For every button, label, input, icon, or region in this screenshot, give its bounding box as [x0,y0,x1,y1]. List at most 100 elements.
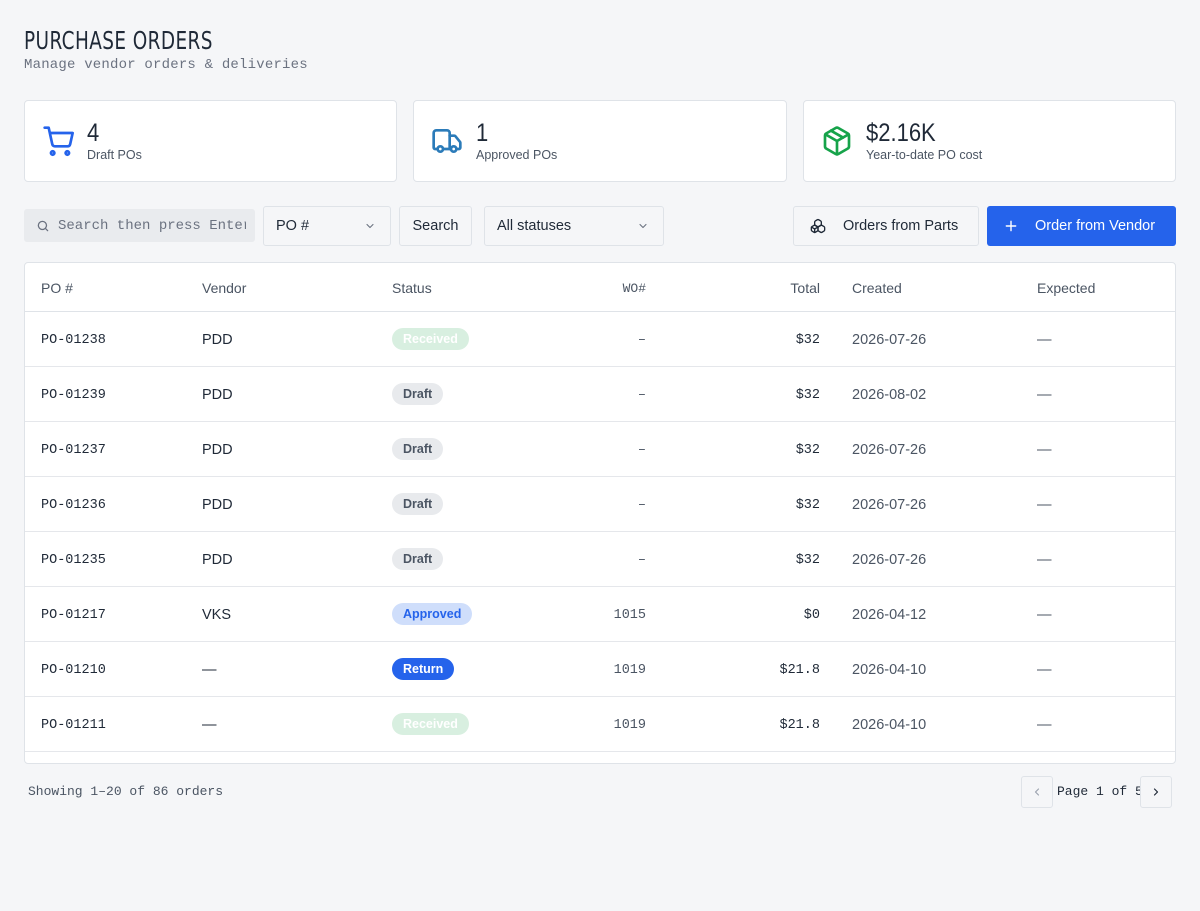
draft-label: Draft POs [87,147,142,162]
chevron-down-icon [364,220,376,232]
status-badge: Received [392,328,469,350]
vendor-name: PDD [202,552,233,568]
expected-date: — [1037,497,1052,513]
stat-card-ytd-cost: $2.16K Year-to-date PO cost [803,100,1176,182]
search-input[interactable] [58,217,246,234]
po-number[interactable]: PO-01217 [41,608,106,623]
vendor-name: — [202,662,217,678]
wo-number: – [637,443,646,458]
po-number[interactable]: PO-01235 [41,553,106,568]
expected-date: — [1037,662,1052,678]
vendor-name: PDD [202,387,233,403]
order-from-vendor-label: Order from Vendor [1035,218,1156,234]
search-icon [36,219,50,233]
chevron-right-icon [1150,786,1162,798]
column-header-vendor[interactable]: Vendor [202,280,247,296]
vendor-name: VKS [202,607,232,623]
table-row-partial [25,752,1175,763]
vendor-name: PDD [202,442,233,458]
created-date: 2026-04-10 [852,662,927,678]
po-number[interactable]: PO-01236 [41,498,106,513]
cart-icon [41,124,75,158]
orders-table: PO # Vendor Status WO# Total Created Exp… [24,262,1176,764]
next-page-button[interactable] [1140,776,1172,808]
status-badge: Draft [392,493,444,515]
column-header-expected[interactable]: Expected [1037,280,1096,296]
column-header-po[interactable]: PO # [41,280,73,296]
created-date: 2026-04-12 [852,607,927,623]
status-filter-select[interactable]: All statuses [484,206,664,246]
ytd-cost-label: Year-to-date PO cost [866,147,983,162]
status-filter-value: All statuses [497,218,572,234]
truck-icon [430,124,464,158]
approved-count: 1 [476,118,489,147]
table-row[interactable]: PO-01238 PDD Received – $32 2026-07-26 — [25,312,1175,367]
table-row[interactable]: PO-01237 PDD Draft – $32 2026-07-26 — [25,422,1175,477]
column-header-wo[interactable]: WO# [622,281,646,296]
ytd-cost-value: $2.16K [866,118,936,147]
page-subtitle: Manage vendor orders & deliveries [24,57,308,73]
status-badge: Draft [392,548,444,570]
status-badge: Received [392,713,469,735]
table-row[interactable]: PO-01211 — Received 1019 $21.8 2026-04-10 — [25,697,1175,752]
wo-number: 1019 [613,663,646,678]
wo-number: – [637,388,646,403]
po-number[interactable]: PO-01210 [41,663,106,678]
wo-number: 1015 [613,608,646,623]
created-date: 2026-07-26 [852,442,927,458]
created-date: 2026-04-10 [852,717,927,733]
search-field-select[interactable]: PO # [263,206,391,246]
package-icon [820,124,854,158]
table-header: PO # Vendor Status WO# Total Created Exp… [25,263,1175,312]
page-header: PURCHASE ORDERS Manage vendor orders & d… [24,26,308,73]
expected-date: — [1037,332,1052,348]
expected-date: — [1037,552,1052,568]
column-header-created[interactable]: Created [852,280,902,296]
wo-number: – [637,553,646,568]
chevron-left-icon [1031,786,1043,798]
prev-page-button[interactable] [1021,776,1053,808]
status-badge: Draft [392,383,444,405]
table-row[interactable]: PO-01239 PDD Draft – $32 2026-08-02 — [25,367,1175,422]
orders-from-parts-button[interactable]: Orders from Parts [793,206,979,246]
search-button[interactable]: Search [399,206,472,246]
vendor-name: PDD [202,497,233,513]
vendor-name: — [202,717,217,733]
order-from-vendor-button[interactable]: Order from Vendor [987,206,1176,246]
page-title: PURCHASE ORDERS [24,26,213,55]
created-date: 2026-08-02 [852,387,927,403]
stat-card-approved: 1 Approved POs [413,100,787,182]
po-number[interactable]: PO-01239 [41,388,106,403]
expected-date: — [1037,442,1052,458]
po-total: $32 [795,388,820,403]
wo-number: – [637,333,646,348]
wo-number: – [637,498,646,513]
po-number[interactable]: PO-01238 [41,333,106,348]
expected-date: — [1037,717,1052,733]
results-count: Showing 1–20 of 86 orders [28,784,224,799]
column-header-status[interactable]: Status [392,280,432,296]
parts-boxes-icon [810,218,826,234]
po-total: $21.8 [779,718,820,733]
wo-number: 1019 [613,718,646,733]
orders-from-parts-label: Orders from Parts [843,218,959,234]
table-row[interactable]: PO-01217 VKS Approved 1015 $0 2026-04-12 — [25,587,1175,642]
expected-date: — [1037,607,1052,623]
po-total: $32 [795,333,820,348]
search-box[interactable] [24,209,255,242]
status-badge: Return [392,658,455,680]
page-indicator: Page 1 of 5 [1057,784,1143,799]
table-row[interactable]: PO-01210 — Return 1019 $21.8 2026-04-10 — [25,642,1175,697]
po-total: $32 [795,443,820,458]
po-total: $0 [803,608,820,623]
created-date: 2026-07-26 [852,552,927,568]
po-total: $21.8 [779,663,820,678]
table-row[interactable]: PO-01235 PDD Draft – $32 2026-07-26 — [25,532,1175,587]
table-row[interactable]: PO-01236 PDD Draft – $32 2026-07-26 — [25,477,1175,532]
po-number[interactable]: PO-01237 [41,443,106,458]
po-number[interactable]: PO-01211 [41,718,106,733]
approved-label: Approved POs [476,147,558,162]
draft-count: 4 [87,118,100,147]
column-header-total[interactable]: Total [790,280,820,296]
plus-icon [1004,219,1018,233]
